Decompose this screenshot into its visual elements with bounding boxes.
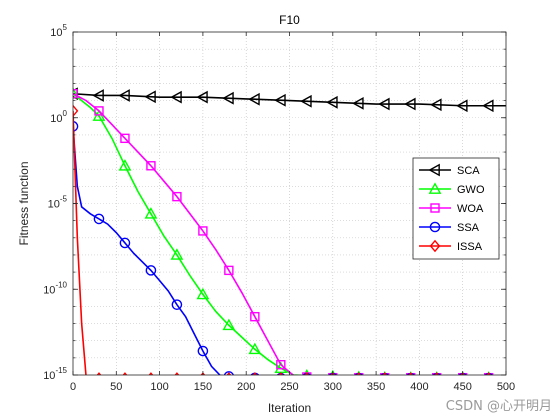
series-line-gwo	[73, 93, 312, 375]
legend-marker	[429, 221, 441, 233]
series-line-issa	[73, 110, 87, 375]
series-marker-woa	[250, 311, 260, 322]
series-layer	[73, 87, 506, 375]
series-marker-sca	[352, 96, 364, 110]
x-tick-label: 50	[110, 381, 122, 393]
x-tick-label: 200	[237, 381, 255, 393]
y-tick-label: 10-15	[43, 366, 67, 382]
series-marker-gwo	[222, 318, 236, 331]
legend-box	[412, 157, 500, 260]
legend-item-ssa: SSA	[419, 221, 480, 234]
y-tick-label: 10-5	[48, 195, 68, 211]
legend-item-gwo: GWO	[419, 182, 485, 196]
legend-marker	[428, 182, 442, 194]
chart-title: F10	[279, 13, 300, 27]
series-marker-gwo	[118, 159, 132, 171]
series-marker-gwo	[196, 287, 210, 300]
series-marker-gwo	[73, 87, 80, 99]
series-marker-ssa	[145, 265, 157, 276]
series-issa	[73, 104, 492, 375]
series-marker-ssa	[223, 371, 234, 375]
series-marker-woa	[94, 106, 104, 116]
x-tick-label: 500	[497, 381, 515, 393]
x-axis-label: Iteration	[268, 401, 311, 415]
x-ticks: 0 50 100 150 200 250 300 350 400 450 500	[70, 32, 515, 393]
series-marker-sca	[144, 90, 156, 104]
series-marker-sca	[170, 90, 182, 104]
series-marker-woa	[224, 265, 234, 276]
y-tick-label: 100	[50, 109, 67, 125]
series-marker-sca	[404, 97, 416, 111]
legend-label: SCA	[457, 165, 480, 177]
series-marker-woa	[120, 133, 130, 144]
legend-marker	[429, 239, 441, 253]
legend-item-sca: SCA	[419, 163, 480, 177]
series-marker-ssa	[171, 299, 183, 310]
series-marker-ssa	[93, 213, 105, 225]
legend-label: WOA	[457, 203, 484, 215]
series-marker-sca	[300, 94, 312, 108]
y-axis-label: Fitness function	[17, 161, 31, 245]
x-tick-label: 350	[367, 381, 385, 393]
legend-marker	[428, 163, 440, 177]
series-marker-sca	[456, 99, 468, 113]
y-tick-label: 10-10	[43, 280, 67, 296]
x-tick-label: 450	[454, 381, 472, 393]
legend-item-woa: WOA	[419, 203, 484, 215]
series-marker-woa	[146, 161, 156, 171]
series-marker-sca	[274, 93, 286, 107]
series-marker-woa	[198, 226, 208, 236]
series-marker-gwo	[248, 342, 262, 355]
series-marker-sca	[248, 92, 260, 106]
legend-label: ISSA	[457, 241, 483, 253]
x-tick-label: 0	[70, 381, 76, 393]
series-marker-issa	[73, 104, 79, 118]
x-tick-label: 250	[280, 381, 298, 393]
series-marker-gwo	[170, 248, 184, 260]
series-marker-sca	[482, 99, 494, 113]
series-marker-sca	[430, 98, 442, 112]
x-tick-label: 100	[150, 381, 168, 393]
x-tick-label: 400	[410, 381, 428, 393]
series-marker-sca	[326, 95, 338, 109]
series-sca	[73, 87, 506, 113]
series-marker-woa	[276, 360, 286, 370]
series-marker-sca	[92, 89, 104, 102]
watermark: CSDN @心开明月	[445, 399, 552, 414]
series-marker-ssa	[197, 345, 209, 357]
x-tick-label: 300	[324, 381, 342, 393]
series-marker-sca	[196, 90, 208, 104]
series-line-ssa	[73, 126, 224, 375]
legend-label: SSA	[457, 222, 480, 234]
series-marker-gwo	[144, 207, 158, 219]
legend: SCA GWO WOA SSA ISSA	[412, 157, 500, 260]
series-marker-woa	[172, 191, 182, 202]
y-ticks: 105 100 10-5 10-10 10-15	[43, 23, 506, 382]
y-tick-label: 105	[50, 23, 67, 39]
legend-label: GWO	[457, 184, 485, 196]
legend-marker	[430, 203, 440, 213]
x-tick-label: 150	[194, 381, 212, 393]
series-marker-sca	[222, 91, 234, 105]
series-marker-ssa	[119, 237, 131, 249]
series-marker-sca	[118, 89, 130, 102]
legend-item-issa: ISSA	[419, 239, 483, 253]
series-marker-woa	[73, 89, 78, 99]
series-marker-sca	[378, 97, 390, 111]
